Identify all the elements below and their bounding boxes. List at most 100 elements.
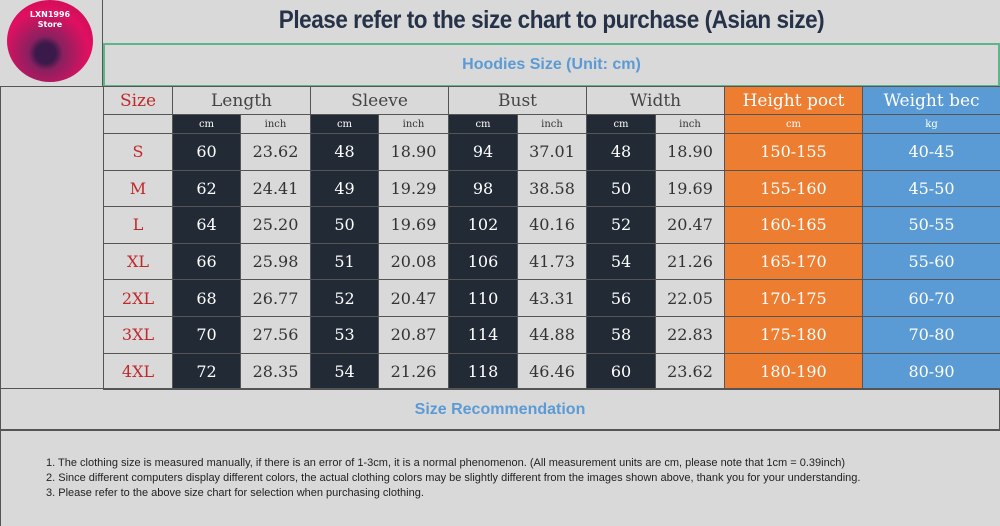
column-header: Sleeve	[310, 86, 449, 115]
left-blank-cell	[0, 86, 103, 389]
table-cell: 26.77	[240, 279, 311, 317]
table-cell: 44.88	[517, 315, 587, 354]
table-cell: 80-90	[862, 352, 1000, 391]
header-row: Size Length Sleeve Bust Width Height poct Weig…	[103, 86, 1000, 115]
unit-cell	[103, 114, 173, 134]
table-cell: 180-190	[724, 352, 863, 391]
table-row: XL 66 25.98 51 20.08 106 41.73 54 21.26 165-170 55…	[103, 242, 1000, 281]
table-cell: 60	[586, 352, 656, 391]
note-item: 1. The clothing size is measured manuall…	[46, 457, 846, 469]
unit-cell: inch	[240, 114, 311, 134]
table-cell: 22.83	[655, 315, 725, 354]
table-cell: 18.90	[655, 133, 725, 171]
table-cell: 40-45	[862, 133, 1000, 171]
size-label: XL	[103, 242, 173, 281]
table-cell: 165-170	[724, 242, 863, 281]
unit-cell: cm	[586, 114, 656, 134]
logo-text: Store	[37, 20, 63, 29]
divider	[0, 430, 1, 526]
notes: 1. The clothing size is measured manuall…	[46, 456, 860, 501]
table-cell: 23.62	[655, 352, 725, 391]
divider	[102, 0, 103, 87]
unit-cell: inch	[517, 114, 587, 134]
table-cell: 55-60	[862, 242, 1000, 281]
column-header: Height poct	[724, 86, 863, 115]
table-cell: 24.41	[240, 169, 311, 208]
table-cell: 62	[172, 169, 241, 208]
table-cell: 170-175	[724, 279, 863, 317]
table-cell: 23.62	[240, 133, 311, 171]
table-cell: 94	[448, 133, 518, 171]
size-label: 2XL	[103, 279, 173, 317]
table-cell: 53	[310, 315, 379, 354]
unit-cell: inch	[378, 114, 449, 134]
table-cell: 160-165	[724, 206, 863, 244]
size-label: L	[103, 206, 173, 244]
table-cell: 98	[448, 169, 518, 208]
column-header: Size	[103, 86, 173, 115]
size-label: 3XL	[103, 315, 173, 354]
table-cell: 68	[172, 279, 241, 317]
table-cell: 56	[586, 279, 656, 317]
table-cell: 52	[310, 279, 379, 317]
table-cell: 50	[586, 169, 656, 208]
table-cell: 20.87	[378, 315, 449, 354]
table-cell: 19.29	[378, 169, 449, 208]
table-cell: 48	[586, 133, 656, 171]
unit-row: cm inch cm inch cm inch cm inch cm kg	[103, 114, 1000, 134]
column-header: Length	[172, 86, 311, 115]
table-cell: 22.05	[655, 279, 725, 317]
unit-cell: cm	[724, 114, 863, 134]
table-cell: 50-55	[862, 206, 1000, 244]
table-cell: 45-50	[862, 169, 1000, 208]
table-cell: 66	[172, 242, 241, 281]
column-header: Weight bec	[862, 86, 1000, 115]
table-cell: 19.69	[655, 169, 725, 208]
subtitle: Hoodies Size (Unit: cm)	[103, 43, 1000, 87]
table-cell: 27.56	[240, 315, 311, 354]
table-cell: 43.31	[517, 279, 587, 317]
table-cell: 18.90	[378, 133, 449, 171]
table-cell: 155-160	[724, 169, 863, 208]
table-row: M 62 24.41 49 19.29 98 38.58 50 19.69 155-160 45-5…	[103, 169, 1000, 208]
size-recommendation-heading: Size Recommendation	[0, 388, 1000, 431]
table-cell: 50	[310, 206, 379, 244]
note-item: 3. Please refer to the above size chart …	[46, 487, 424, 499]
table-cell: 110	[448, 279, 518, 317]
table-cell: 49	[310, 169, 379, 208]
column-header: Bust	[448, 86, 587, 115]
logo-text: LXN1996	[29, 10, 71, 19]
table-cell: 64	[172, 206, 241, 244]
table-cell: 54	[310, 352, 379, 391]
table-cell: 102	[448, 206, 518, 244]
table-cell: 60-70	[862, 279, 1000, 317]
table-cell: 118	[448, 352, 518, 391]
table-cell: 40.16	[517, 206, 587, 244]
table-cell: 72	[172, 352, 241, 391]
unit-cell: inch	[655, 114, 725, 134]
table-cell: 25.98	[240, 242, 311, 281]
table-row: L 64 25.20 50 19.69 102 40.16 52 20.47 160-165 50-…	[103, 206, 1000, 244]
table-row: 2XL 68 26.77 52 20.47 110 43.31 56 22.05 170-175 6…	[103, 279, 1000, 317]
table-cell: 20.08	[378, 242, 449, 281]
unit-cell: kg	[862, 114, 1000, 134]
table-cell: 70	[172, 315, 241, 354]
size-label: 4XL	[103, 352, 173, 391]
table-cell: 46.46	[517, 352, 587, 391]
table-cell: 54	[586, 242, 656, 281]
table-cell: 20.47	[655, 206, 725, 244]
note-item: 2. Since different computers display dif…	[46, 472, 861, 484]
table-cell: 21.26	[378, 352, 449, 391]
table-row: 4XL 72 28.35 54 21.26 118 46.46 60 23.62 180-190 8…	[103, 352, 1000, 391]
table-cell: 106	[448, 242, 518, 281]
table-cell: 41.73	[517, 242, 587, 281]
column-header: Width	[586, 86, 725, 115]
page-title: Please refer to the size chart to purcha…	[278, 6, 825, 34]
unit-cell: cm	[310, 114, 379, 134]
table-cell: 51	[310, 242, 379, 281]
size-table: Size Length Sleeve Bust Width Height poct Weig…	[103, 86, 1000, 391]
table-cell: 114	[448, 315, 518, 354]
table-cell: 70-80	[862, 315, 1000, 354]
store-logo: LXN1996 Store	[7, 0, 93, 82]
table-cell: 25.20	[240, 206, 311, 244]
